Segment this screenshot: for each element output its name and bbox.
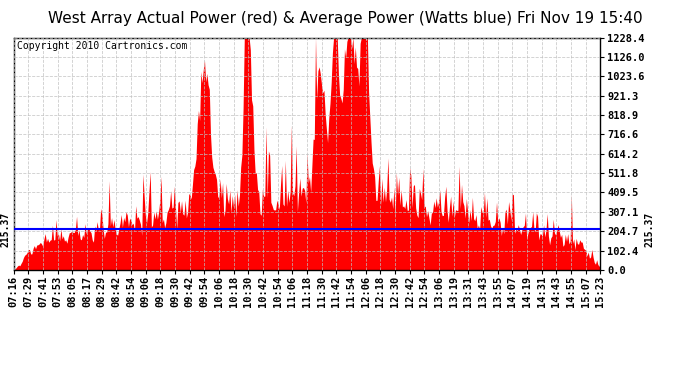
- Text: Copyright 2010 Cartronics.com: Copyright 2010 Cartronics.com: [17, 41, 187, 51]
- Text: 215.37: 215.37: [644, 211, 654, 247]
- Text: 215.37: 215.37: [1, 211, 11, 247]
- Text: West Array Actual Power (red) & Average Power (Watts blue) Fri Nov 19 15:40: West Array Actual Power (red) & Average …: [48, 11, 642, 26]
